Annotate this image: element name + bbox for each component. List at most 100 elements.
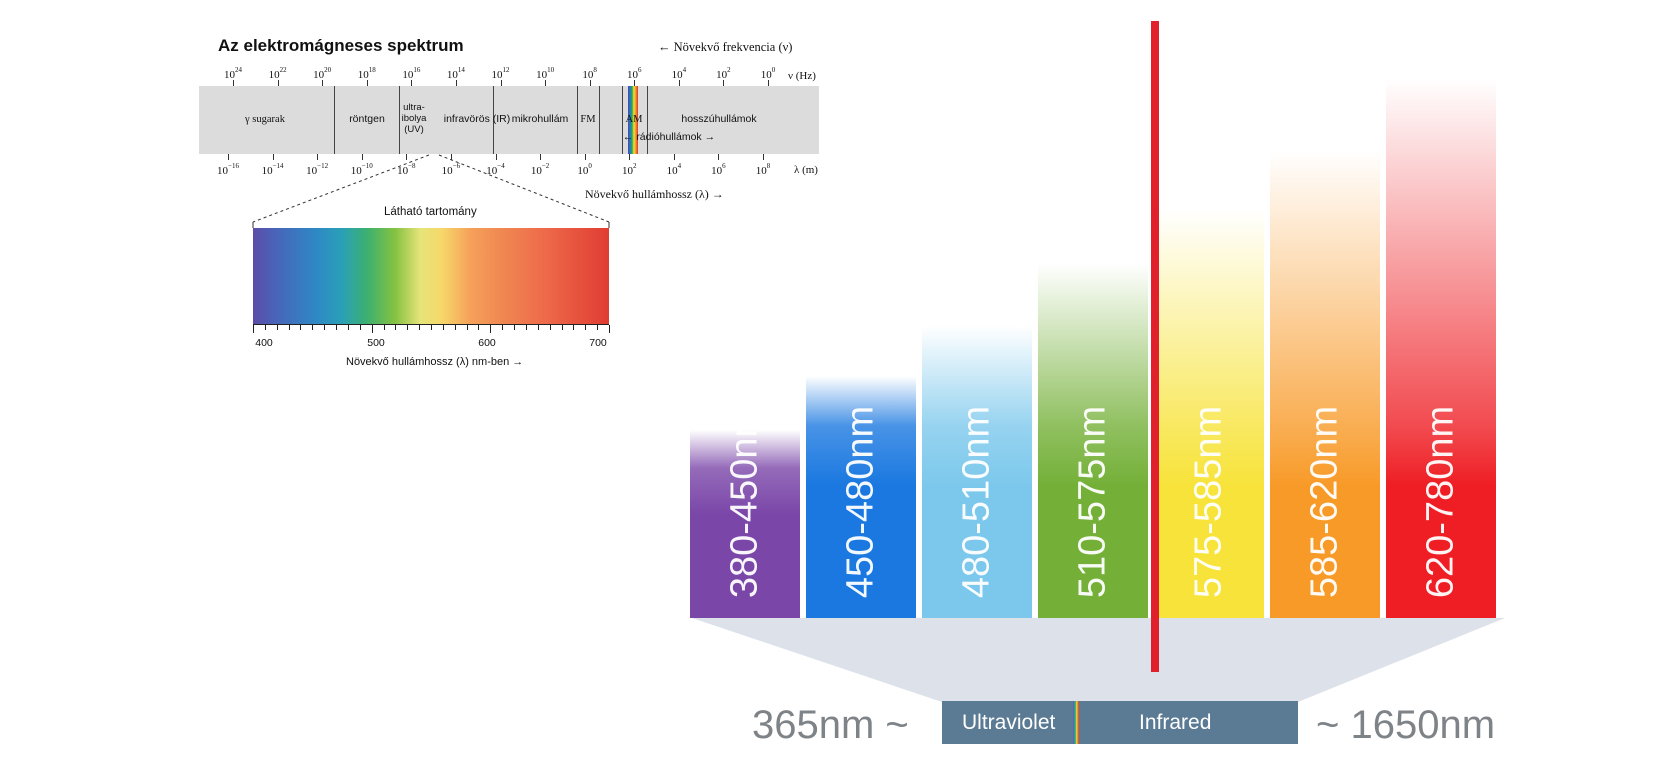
band-divider	[493, 86, 495, 154]
axis-tick	[718, 154, 720, 160]
visible-spectrum-strip	[628, 86, 638, 154]
wavelength-bar: 585-620nm	[1270, 150, 1380, 618]
visible-ruler	[253, 324, 610, 333]
axis-tick	[629, 154, 631, 160]
wavelength-bar: 575-585nm	[1154, 209, 1264, 618]
uv-ir-visible-strip	[1073, 701, 1079, 744]
axis-tick	[272, 154, 274, 160]
power-tick-label: 1012	[491, 66, 510, 81]
axis-tick	[450, 154, 452, 160]
axis-tick	[228, 154, 229, 160]
wavelength-bar: 620-780nm	[1386, 79, 1496, 618]
band-divider	[622, 86, 624, 154]
power-tick-label: 10−6	[441, 162, 461, 177]
ruler-tick	[312, 325, 314, 330]
visible-axis-label: Növekvő hullámhossz (λ) nm-ben →	[346, 356, 524, 368]
axis-tick	[361, 154, 363, 160]
ruler-tick	[264, 325, 266, 330]
axis-tick	[678, 80, 680, 86]
wavelength-bar-label: 510-575nm	[1071, 405, 1114, 599]
axis-tick	[322, 80, 324, 86]
axis-tick	[233, 80, 234, 86]
ruler-tick	[478, 325, 480, 330]
ruler-tick	[502, 325, 504, 330]
ruler-tick	[490, 325, 492, 333]
axis-tick	[540, 154, 542, 160]
frequency-direction-label: ← Növekvő frekvencia (ν)	[658, 40, 793, 54]
axis-tick	[723, 80, 725, 86]
band-divider	[334, 86, 336, 154]
power-tick-label: 106	[711, 162, 726, 177]
band-label-gamma: γ sugarak	[245, 114, 285, 125]
power-tick-label: 10−8	[397, 162, 416, 177]
power-tick-label: 10−12	[306, 162, 329, 177]
wavelength-bar: 480-510nm	[922, 326, 1032, 618]
visible-tick-label: 500	[367, 337, 385, 349]
visible-zoom-lines	[252, 154, 610, 228]
spectrum-title: Az elektromágneses spektrum	[218, 36, 464, 55]
ruler-tick	[371, 325, 373, 333]
wavelength-bar: 510-575nm	[1038, 263, 1148, 618]
band-label-microwave: mikrohullám	[511, 113, 569, 125]
axis-tick	[545, 80, 547, 86]
wavelength-bar: 450-480nm	[806, 376, 916, 618]
ruler-tick	[253, 325, 254, 333]
wavelength-bar: 380-450nm	[690, 406, 800, 618]
power-tick-label: 10−2	[530, 162, 550, 177]
ruler-tick	[383, 325, 385, 330]
axis-tick	[406, 154, 408, 160]
ruler-tick	[347, 325, 349, 330]
ruler-tick	[597, 325, 599, 330]
ruler-tick	[431, 325, 432, 330]
power-tick-label: 108	[582, 66, 597, 81]
visible-tick-label: 700	[589, 337, 607, 349]
wavelength-unit: λ (m)	[794, 164, 818, 176]
power-tick-label: 104	[671, 66, 687, 81]
spectrum-band: γ sugarak röntgen ultra- ibolya (UV) inf…	[199, 86, 819, 154]
wavelength-bar-label: 620-780nm	[1419, 405, 1462, 599]
ruler-tick	[585, 325, 587, 330]
power-tick-label: 10−14	[261, 162, 284, 177]
axis-tick	[634, 80, 636, 86]
band-divider	[599, 86, 601, 154]
axis-tick	[495, 154, 497, 160]
axis-tick	[584, 154, 586, 160]
visible-tick-label: 400	[255, 337, 273, 349]
axis-tick	[589, 80, 591, 86]
visible-tick-label: 600	[478, 337, 496, 349]
power-tick-label: 1018	[357, 66, 376, 81]
range-min-label: 365nm ~	[752, 703, 909, 747]
visible-range-title: Látható tartomány	[384, 206, 477, 218]
frequency-unit: ν (Hz)	[788, 70, 816, 82]
axis-tick	[366, 80, 368, 86]
wavelength-direction-label: Növekvő hullámhossz (λ) →	[585, 187, 724, 201]
ruler-tick	[454, 325, 456, 330]
band-label-uv: ultra- ibolya (UV)	[401, 102, 427, 135]
infrared-label: Infrared	[1139, 711, 1212, 734]
ruler-tick	[573, 325, 575, 330]
power-tick-label: 102	[716, 66, 731, 81]
power-tick-label: 108	[755, 162, 771, 177]
power-tick-label: 10−4	[486, 162, 505, 177]
band-label-xray: röntgen	[349, 113, 385, 125]
power-tick-label: 1010	[536, 66, 555, 81]
range-max-label: ~ 1650nm	[1316, 703, 1496, 747]
band-divider	[399, 86, 401, 154]
ruler-tick	[336, 325, 338, 330]
power-tick-label: 1014	[446, 66, 465, 81]
ruler-tick	[442, 325, 444, 330]
uv-ir-bar	[942, 701, 1298, 744]
band-label-am: AM	[625, 114, 643, 125]
visible-spectrum-bar	[253, 228, 609, 324]
ruler-tick	[561, 325, 563, 330]
power-tick-label: 1022	[268, 66, 287, 81]
ruler-tick	[359, 325, 361, 330]
axis-tick	[277, 80, 279, 86]
band-label-fm: FM	[580, 114, 596, 125]
axis-tick	[411, 80, 413, 86]
power-tick-label: 1016	[402, 66, 421, 81]
band-divider	[647, 86, 649, 154]
wavelength-bar-label: 575-585nm	[1187, 405, 1230, 599]
ruler-tick	[276, 325, 278, 330]
